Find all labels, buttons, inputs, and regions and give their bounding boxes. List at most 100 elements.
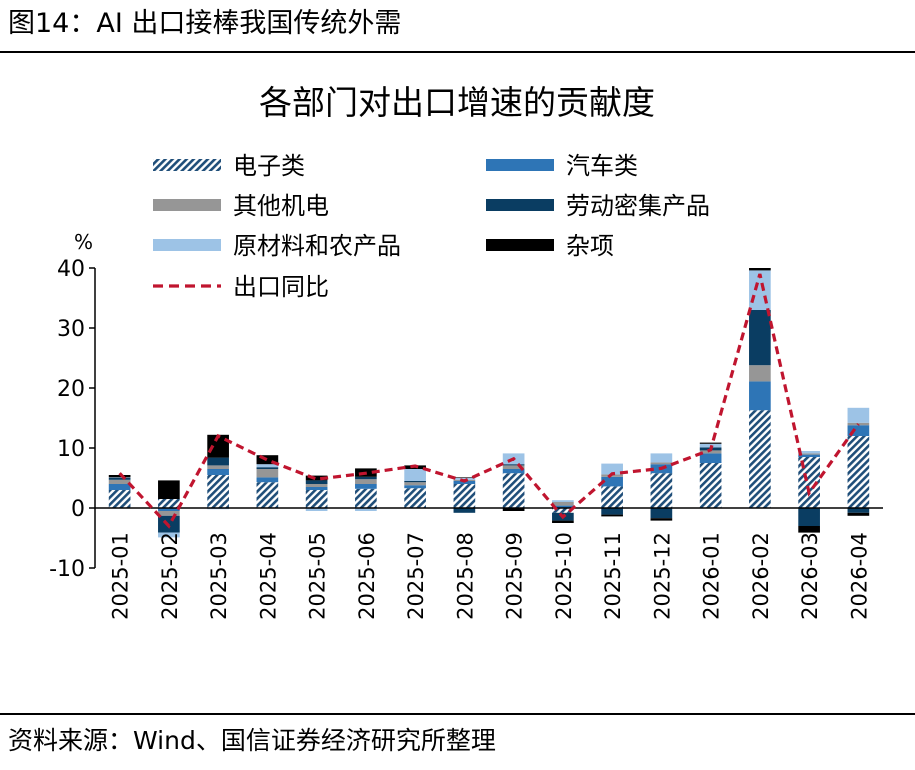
bar-auto-2025-02 [158, 508, 180, 511]
bar-raw-2025-12 [650, 453, 673, 463]
bar-machinery-2026-01 [699, 450, 722, 454]
bar-auto-2025-07 [404, 485, 426, 489]
bar-auto-2025-03 [207, 469, 229, 475]
bar-labor-2025-11 [601, 508, 623, 515]
bar-electronics-2025-02 [158, 499, 180, 508]
x-tick-label: 2025-08 [453, 532, 477, 620]
bar-machinery-2025-03 [207, 465, 229, 469]
bar-auto-2025-04 [256, 477, 279, 483]
bar-raw-2025-02 [158, 532, 180, 538]
bar-raw-2025-05 [305, 508, 328, 511]
bar-raw-2025-11 [601, 463, 623, 475]
bar-labor-2025-04 [256, 467, 279, 469]
bar-machinery-2025-06 [355, 479, 377, 484]
bar-labor-2025-05 [305, 480, 328, 484]
y-tick-label: 20 [57, 377, 85, 402]
legend-label-auto: 汽车类 [566, 152, 638, 180]
legend-swatch-auto [486, 159, 554, 171]
legend-swatch-electronics [153, 159, 221, 171]
y-tick-label: 40 [57, 257, 85, 282]
bar-machinery-2025-04 [256, 469, 279, 478]
top-divider [0, 51, 915, 53]
bar-auto-2026-04 [847, 425, 870, 436]
bar-machinery-2025-10 [552, 502, 574, 506]
legend-label-raw: 原材料和农产品 [233, 232, 401, 260]
bar-machinery-2025-12 [650, 462, 673, 465]
bar-machinery-2025-07 [404, 482, 426, 486]
legend-label-electronics: 电子类 [233, 152, 305, 180]
bar-machinery-2026-03 [798, 453, 820, 455]
legend-label-labor: 劳动密集产品 [566, 192, 710, 220]
bar-electronics-2025-07 [404, 488, 426, 508]
x-tick-label: 2025-09 [503, 532, 527, 620]
legend-label-export-yoy: 出口同比 [233, 273, 329, 301]
bar-auto-2025-06 [355, 484, 377, 489]
x-tick-label: 2025-05 [306, 532, 330, 620]
bar-misc-2025-01 [108, 475, 131, 478]
y-tick-label: -10 [49, 557, 85, 582]
bar-electronics-2025-08 [453, 484, 476, 508]
bar-misc-2026-04 [847, 512, 870, 516]
bar-raw-2025-10 [552, 500, 574, 502]
bar-electronics-2026-02 [749, 410, 771, 508]
bar-machinery-2025-01 [108, 479, 131, 484]
plot-area: -10 0 10 20 30 40 2025-01 2025-02 2025-03 2025-04… [49, 257, 883, 620]
bar-labor-2025-08 [453, 508, 476, 513]
bar-raw-2025-04 [256, 464, 279, 468]
bar-auto-2025-01 [108, 484, 131, 490]
bar-auto-2025-11 [601, 476, 623, 487]
y-unit-label: % [74, 230, 93, 254]
x-tick-label: 2026-02 [749, 532, 773, 620]
bar-misc-2025-03 [207, 434, 229, 458]
bar-auto-2025-05 [305, 487, 328, 490]
bar-misc-2025-09 [502, 508, 525, 511]
bar-misc-2025-04 [256, 455, 279, 465]
bar-labor-2025-09 [502, 464, 525, 466]
bar-electronics-2025-01 [108, 490, 131, 508]
bar-electronics-2025-12 [650, 473, 673, 508]
x-tick-label: 2025-07 [404, 532, 428, 620]
x-tick-label: 2025-06 [355, 532, 379, 620]
y-tick-label: 0 [71, 497, 85, 522]
legend-swatch-misc [486, 239, 554, 251]
bar-electronics-2025-03 [207, 475, 229, 508]
y-tick-label: 30 [57, 317, 85, 342]
x-tick-label: 2025-02 [158, 532, 182, 620]
legend-swatch-machinery [153, 199, 221, 211]
bar-labor-2025-07 [404, 481, 426, 483]
x-tick-label: 2025-01 [109, 532, 133, 620]
bar-misc-2025-11 [601, 514, 623, 517]
x-tick-label: 2026-01 [700, 532, 724, 620]
bar-electronics-2026-04 [847, 436, 870, 508]
x-tick-label: 2025-04 [256, 532, 280, 620]
bar-labor-2025-12 [650, 508, 673, 519]
bar-electronics-2026-01 [699, 463, 722, 508]
bar-raw-2026-04 [847, 407, 870, 423]
x-tick-label: 2026-03 [798, 532, 822, 620]
x-tick-label: 2026-04 [847, 532, 871, 620]
bar-labor-2025-06 [355, 476, 377, 480]
series-line-export-yoy [118, 273, 860, 529]
bar-auto-2026-01 [699, 453, 722, 463]
bar-raw-2025-07 [404, 469, 426, 481]
bar-machinery-2025-09 [502, 465, 525, 469]
x-tick-label: 2025-12 [650, 532, 674, 620]
bar-auto-2025-10 [552, 505, 574, 508]
bar-machinery-2025-05 [305, 484, 328, 487]
bar-raw-2025-08 [453, 478, 476, 480]
bar-misc-2025-05 [305, 475, 328, 481]
bar-misc-2025-12 [650, 518, 673, 521]
bar-machinery-2025-02 [158, 511, 180, 516]
bar-electronics-2025-04 [256, 482, 279, 508]
bar-misc-2025-08 [453, 477, 476, 478]
x-tick-label: 2025-03 [207, 532, 231, 620]
x-tick-label: 2025-10 [552, 532, 576, 620]
bar-electronics-2026-03 [798, 457, 820, 508]
bar-electronics-2025-05 [305, 490, 328, 508]
bar-misc-2025-02 [158, 480, 180, 499]
bar-electronics-2025-06 [355, 488, 377, 508]
y-tick-label: 10 [57, 437, 85, 462]
bar-misc-2025-10 [552, 520, 574, 523]
